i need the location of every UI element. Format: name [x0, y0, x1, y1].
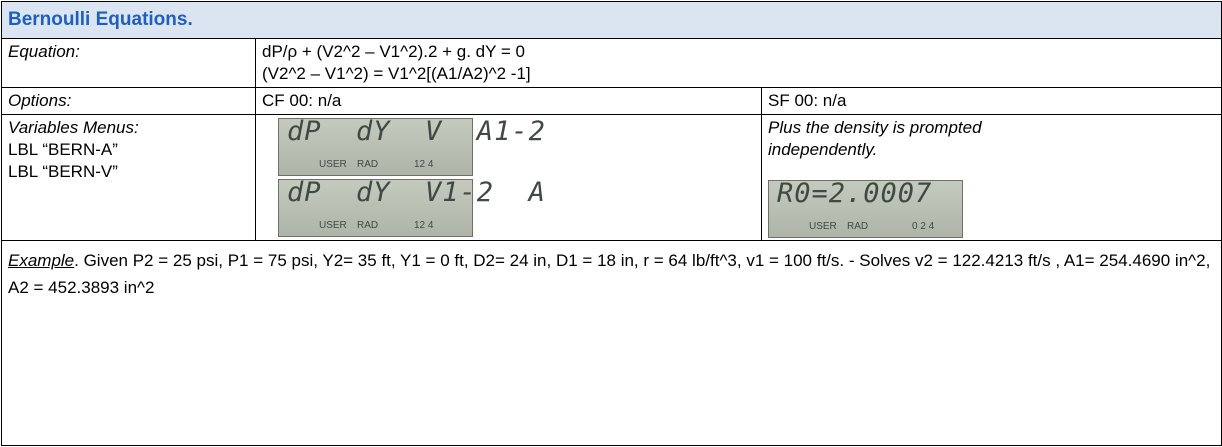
options-row: Options: CF 00: n/a SF 00: n/a	[1, 87, 1222, 115]
display-cell: dP dY V A1-2 USER RAD 12 4 dP dY V1-2 A USER…	[255, 114, 762, 241]
lcd-display: dP dY V1-2 A USER RAD 12 4	[278, 179, 545, 237]
equation-cell: dP/ρ + (V2^2 – V1^2).2 + g. dY = 0 (V2^2…	[254, 38, 1222, 88]
title: Bernoulli Equations.	[0, 1, 1222, 39]
example-text: . Given P2 = 25 psi, P1 = 75 psi, Y2= 35…	[8, 251, 1211, 297]
program-label: LBL “BERN-V”	[8, 162, 118, 181]
example-row: Example. Given P2 = 25 psi, P1 = 75 psi,…	[0, 240, 1222, 446]
program-label: LBL “BERN-A”	[8, 140, 118, 159]
annunciator: RAD	[357, 220, 379, 231]
equation-line: (V2^2 – V1^2) = V1^2[(A1/A2)^2 -1]	[262, 64, 531, 83]
annunciator: 12 4	[414, 220, 434, 231]
annunciator: 0 2 4	[912, 221, 935, 232]
option-cell: SF 00: n/a	[760, 87, 1222, 115]
row-label: Equation:	[1, 38, 256, 88]
annunciator: USER	[319, 159, 347, 170]
annunciator: RAD	[847, 221, 869, 232]
lcd-text: dP dY V A1-2	[287, 116, 546, 147]
equation-row: Equation: dP/ρ + (V2^2 – V1^2).2 + g. dY…	[1, 38, 1222, 88]
equation-line: dP/ρ + (V2^2 – V1^2).2 + g. dY = 0	[262, 42, 526, 61]
row-label: Variables Menus:	[8, 118, 139, 137]
note-cell: Plus the density is prompted independent…	[760, 114, 1222, 241]
annunciator: RAD	[357, 159, 379, 170]
lcd-display: R0=2.0007 USER RAD 0 2 4	[768, 180, 963, 238]
row-label: Options:	[1, 87, 256, 115]
lcd-display: dP dY V A1-2 USER RAD 12 4	[278, 118, 545, 176]
header-row: Bernoulli Equations.	[0, 1, 1222, 39]
example-cell: Example. Given P2 = 25 psi, P1 = 75 psi,…	[0, 240, 1222, 446]
option-cell: CF 00: n/a	[255, 87, 762, 115]
example-label: Example	[8, 251, 75, 270]
annunciator: 12 4	[414, 159, 434, 170]
annunciator: USER	[809, 221, 837, 232]
note: Plus the density is prompted independent…	[768, 118, 982, 159]
annunciator: USER	[319, 220, 347, 231]
lcd-text: dP dY V1-2 A	[287, 177, 546, 208]
variables-row: Variables Menus: LBL “BERN-A” LBL “BERN-…	[1, 114, 1222, 241]
lcd-text: R0=2.0007	[777, 178, 933, 209]
variables-label-cell: Variables Menus: LBL “BERN-A” LBL “BERN-…	[1, 114, 256, 241]
